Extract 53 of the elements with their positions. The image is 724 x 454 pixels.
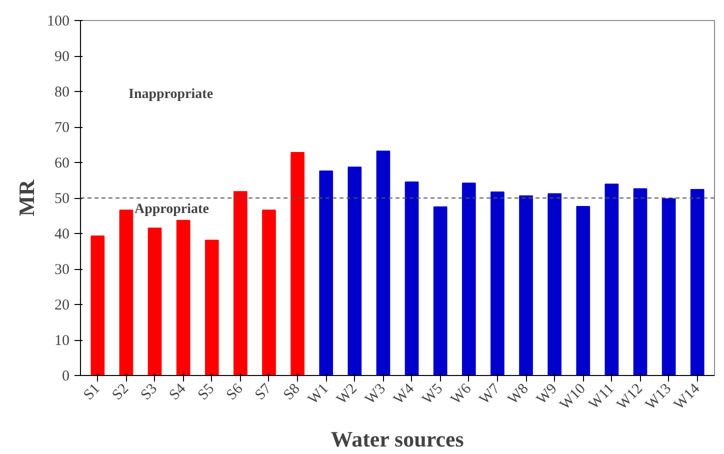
y-tick-label: 70 (54, 120, 70, 136)
annotation: Appropriate (134, 202, 209, 217)
x-axis-title: Water sources (330, 426, 464, 452)
bar (519, 195, 533, 376)
x-tick-label: S5 (195, 380, 218, 404)
y-tick-label: 90 (54, 49, 70, 65)
y-tick-label: 10 (54, 333, 70, 349)
y-tick-label: 60 (54, 156, 70, 172)
bar (204, 240, 219, 376)
bar (262, 210, 276, 376)
bar (490, 191, 504, 376)
y-tick-label: 50 (54, 191, 70, 207)
bar (462, 182, 476, 376)
y-tick-label: 30 (54, 262, 70, 278)
bar (433, 206, 448, 376)
y-axis-title: MR (14, 178, 39, 216)
x-tick-label: S1 (80, 380, 104, 404)
x-tick-label: W6 (448, 380, 475, 408)
bar (576, 206, 590, 376)
bar (633, 188, 648, 376)
bar (404, 182, 419, 376)
y-tick-label: 80 (54, 84, 70, 100)
bar (290, 152, 304, 376)
x-tick-label: S7 (252, 380, 276, 404)
annotation: Inappropriate (128, 87, 214, 102)
bar (176, 220, 190, 376)
x-tick-label: S8 (280, 380, 304, 404)
x-tick-label: S4 (166, 380, 190, 404)
bar (376, 150, 390, 376)
bar (348, 166, 362, 376)
bar (548, 193, 562, 376)
y-tick-label: 0 (62, 368, 70, 384)
x-tick-label: S2 (109, 380, 132, 404)
y-tick-label: 20 (54, 298, 70, 314)
bar (690, 188, 704, 376)
x-tick-label: W5 (420, 380, 446, 408)
x-tick-label: S6 (224, 380, 247, 404)
x-tick-label: W2 (334, 380, 360, 408)
x-tick-label: W3 (362, 380, 389, 408)
bar (119, 210, 134, 376)
y-tick-label: 40 (54, 226, 70, 242)
bar (148, 228, 162, 376)
x-tick-label: S3 (138, 380, 160, 404)
y-tick-label: 100 (47, 14, 70, 30)
x-tick-label: W1 (305, 380, 332, 408)
x-tick-label: W8 (505, 380, 532, 408)
x-tick-label: W4 (390, 380, 418, 408)
bar (604, 184, 619, 376)
bar (662, 198, 676, 376)
bar (234, 191, 248, 376)
x-tick-label: W7 (476, 380, 504, 408)
bar (319, 170, 334, 376)
bar (90, 235, 105, 376)
